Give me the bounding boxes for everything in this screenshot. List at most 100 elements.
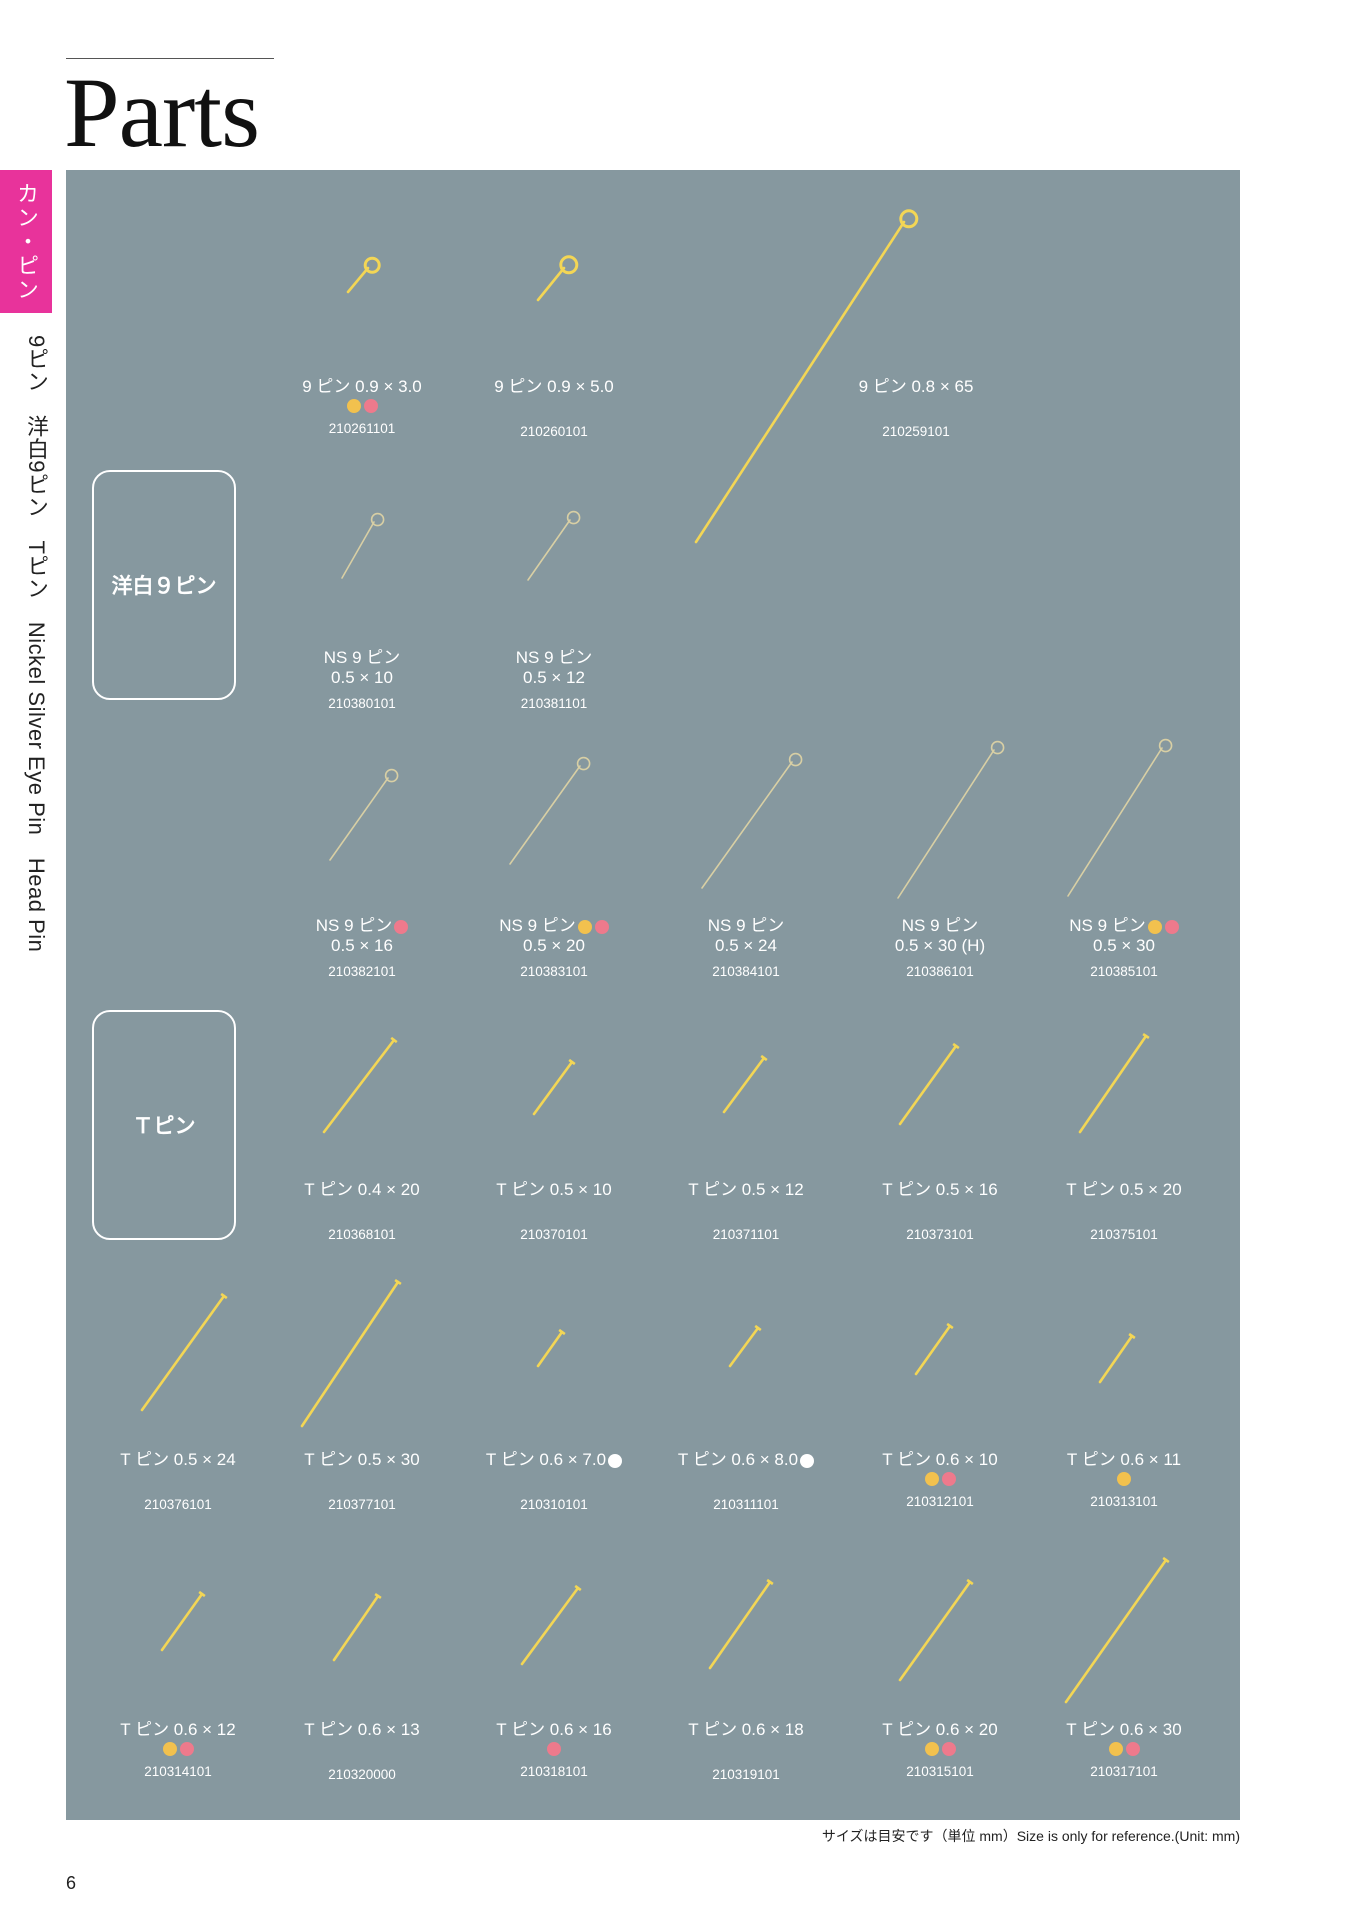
product-name-text: NS 9 ピン bbox=[1069, 916, 1146, 935]
product-item: T ピン 0.5 × 30 210377101 bbox=[267, 1450, 457, 1512]
page-title: Parts bbox=[64, 57, 260, 168]
pin-eye-3 bbox=[370, 512, 385, 527]
product-item: T ピン 0.5 × 12 210371101 bbox=[651, 1180, 841, 1242]
product-code: 210261101 bbox=[328, 421, 396, 436]
product-name: T ピン 0.4 × 20 bbox=[267, 1180, 457, 1200]
product-name: NS 9 ピン bbox=[459, 648, 649, 668]
product-code: 210319101 bbox=[712, 1767, 780, 1782]
pin-illustrations bbox=[140, 209, 1173, 1704]
product-item: T ピン 0.6 × 10 210312101 bbox=[845, 1450, 1035, 1509]
product-name: T ピン 0.5 × 12 bbox=[651, 1180, 841, 1200]
product-code: 210373101 bbox=[906, 1227, 974, 1242]
product-item: NS 9 ピン 0.5 × 30 210385101 bbox=[1029, 916, 1219, 979]
gold-finish-dot bbox=[1147, 919, 1162, 934]
product-item: NS 9 ピン 0.5 × 12 210381101 bbox=[459, 648, 649, 711]
product-name-text: NS 9 ピン bbox=[901, 916, 979, 935]
pin-eye-7 bbox=[788, 752, 803, 767]
product-name-text: T ピン 0.5 × 30 bbox=[304, 1450, 420, 1469]
product-name-text: 9 ピン 0.9 × 5.0 bbox=[494, 377, 614, 396]
pin-shaft-11 bbox=[532, 1060, 574, 1116]
pink-finish-dot bbox=[1125, 1742, 1140, 1756]
pin-shaft-13 bbox=[898, 1044, 958, 1126]
pin-eye-8 bbox=[990, 740, 1005, 755]
pin-eye-1 bbox=[559, 255, 579, 275]
pin-head-15 bbox=[220, 1292, 228, 1300]
product-name: NS 9 ピン bbox=[1029, 916, 1219, 936]
pin-shaft-7 bbox=[701, 761, 793, 889]
gold-finish-dot bbox=[1117, 1472, 1131, 1486]
pink-finish-dot bbox=[547, 1742, 561, 1756]
product-item: T ピン 0.5 × 20 210375101 bbox=[1029, 1180, 1219, 1242]
product-name: T ピン 0.6 × 11 bbox=[1029, 1450, 1219, 1470]
product-code: 210371101 bbox=[712, 1227, 780, 1242]
product-name: T ピン 0.6 × 18 bbox=[651, 1720, 841, 1740]
product-name: NS 9 ピン bbox=[267, 916, 457, 936]
product-item: NS 9 ピン 0.5 × 30 (H) 210386101 bbox=[845, 916, 1035, 979]
product-name-text: 9 ピン 0.9 × 3.0 bbox=[302, 377, 422, 396]
pin-shaft-26 bbox=[1064, 1558, 1168, 1704]
pin-head-17 bbox=[558, 1328, 566, 1336]
pin-head-20 bbox=[1128, 1332, 1136, 1340]
product-item: T ピン 0.5 × 24 210376101 bbox=[83, 1450, 273, 1512]
product-name-text: T ピン 0.6 × 16 bbox=[496, 1720, 612, 1739]
product-item: T ピン 0.6 × 12 210314101 bbox=[83, 1720, 273, 1779]
product-name: T ピン 0.5 × 16 bbox=[845, 1180, 1035, 1200]
pin-eye-0 bbox=[363, 256, 381, 274]
pin-eye-2 bbox=[899, 209, 919, 229]
product-size: 0.5 × 24 bbox=[715, 936, 777, 955]
pin-shaft-2 bbox=[694, 220, 906, 544]
product-code: 210370101 bbox=[520, 1227, 588, 1242]
finish-dots bbox=[845, 1472, 1035, 1486]
pin-head-10 bbox=[390, 1036, 398, 1044]
product-item: T ピン 0.6 × 13 210320000 bbox=[267, 1720, 457, 1782]
product-name-text: T ピン 0.6 × 12 bbox=[120, 1720, 236, 1739]
pin-head-19 bbox=[946, 1322, 954, 1330]
product-item: 9 ピン 0.9 × 5.0 210260101 bbox=[459, 377, 649, 439]
product-name: T ピン 0.6 × 10 bbox=[845, 1450, 1035, 1470]
product-code: 210313101 bbox=[1090, 1494, 1158, 1509]
product-item: T ピン 0.6 × 30 210317101 bbox=[1029, 1720, 1219, 1779]
product-item: NS 9 ピン 0.5 × 10 210380101 bbox=[267, 648, 457, 711]
pin-eye-9 bbox=[1158, 738, 1173, 753]
pin-head-13 bbox=[952, 1042, 960, 1050]
product-code: 210310101 bbox=[520, 1497, 588, 1512]
pin-eye-5 bbox=[384, 768, 399, 783]
pin-shaft-0 bbox=[346, 266, 370, 294]
product-name: 9 ピン 0.8 × 65 bbox=[821, 377, 1011, 397]
product-item: T ピン 0.4 × 20 210368101 bbox=[267, 1180, 457, 1242]
pin-shaft-8 bbox=[897, 749, 995, 899]
product-code: 210260101 bbox=[520, 424, 588, 439]
product-name: T ピン 0.5 × 30 bbox=[267, 1450, 457, 1470]
side-index: 9ピン 洋白9ピン Tピン Nickel Silver Eye Pin Head… bbox=[24, 335, 49, 953]
pin-eye-4 bbox=[566, 510, 581, 525]
product-panel: 洋白９ピン Ｔピン 9 ピン 0.9 × 3.0 210261101 9 ピン 0.… bbox=[66, 170, 1240, 1820]
finish-dots bbox=[267, 399, 457, 413]
pin-head-26 bbox=[1162, 1556, 1170, 1564]
pin-shaft-9 bbox=[1067, 747, 1163, 897]
product-code: 210317101 bbox=[1090, 1764, 1158, 1779]
product-name: NS 9 ピン bbox=[651, 916, 841, 936]
pin-shaft-5 bbox=[329, 777, 389, 861]
product-code: 210320000 bbox=[328, 1767, 396, 1782]
product-code: 210386101 bbox=[906, 964, 974, 979]
pin-shaft-18 bbox=[728, 1326, 760, 1368]
product-name-text: T ピン 0.5 × 20 bbox=[1066, 1180, 1182, 1199]
finish-dots bbox=[1029, 1742, 1219, 1756]
pin-shaft-16 bbox=[300, 1280, 400, 1428]
product-size: 0.5 × 12 bbox=[523, 668, 585, 687]
product-name-text: T ピン 0.6 × 13 bbox=[304, 1720, 420, 1739]
pink-finish-dot bbox=[1164, 919, 1179, 934]
product-name: T ピン 0.5 × 20 bbox=[1029, 1180, 1219, 1200]
gold-finish-dot bbox=[924, 1472, 939, 1486]
product-name-text: T ピン 0.6 × 8.0 bbox=[677, 1450, 799, 1469]
pin-shaft-4 bbox=[527, 519, 571, 581]
product-name: T ピン 0.6 × 8.0 bbox=[651, 1450, 841, 1470]
pink-finish-dot bbox=[594, 919, 609, 934]
pink-finish-dot bbox=[363, 399, 378, 413]
finish-dots bbox=[1029, 1472, 1219, 1486]
product-name: T ピン 0.6 × 30 bbox=[1029, 1720, 1219, 1740]
product-size: 0.5 × 20 bbox=[523, 936, 585, 955]
product-code: 210314101 bbox=[144, 1764, 212, 1779]
product-name: T ピン 0.6 × 7.0 bbox=[459, 1450, 649, 1470]
pin-shaft-25 bbox=[898, 1580, 972, 1682]
